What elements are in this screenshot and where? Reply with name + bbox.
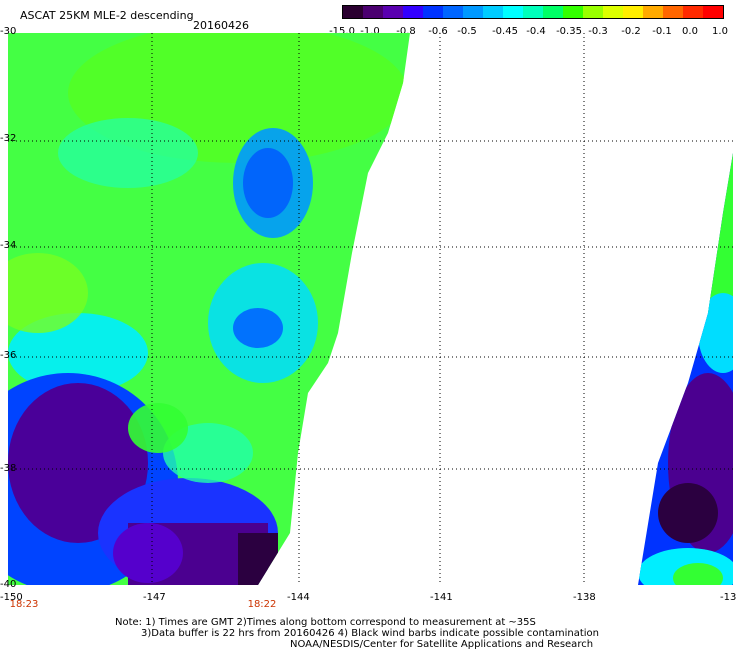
- color-scale-segment: [703, 6, 723, 18]
- color-scale-segment: [343, 6, 363, 18]
- color-scale-segment: [663, 6, 683, 18]
- color-scale-segment: [443, 6, 463, 18]
- time-label-right: 18:22: [247, 599, 277, 610]
- right-swath: [638, 153, 733, 585]
- color-scale-segment: [683, 6, 703, 18]
- lat-label-30: -30: [0, 26, 17, 37]
- color-scale-segment: [603, 6, 623, 18]
- lon-label-13: -13: [720, 592, 737, 603]
- lat-label-36: -36: [0, 350, 17, 361]
- color-scale-label: -1.0: [360, 26, 380, 37]
- color-scale-segment: [623, 6, 643, 18]
- color-scale-label: -0.1: [652, 26, 672, 37]
- color-scale-segment: [503, 6, 523, 18]
- note-line-3: NOAA/NESDIS/Center for Satellite Applica…: [290, 639, 594, 650]
- color-scale-segment: [403, 6, 423, 18]
- lon-label-144: -144: [287, 592, 310, 603]
- color-scale-label: -0.6: [428, 26, 448, 37]
- note-line-2: 3)Data buffer is 22 hrs from 20160426 4)…: [141, 628, 599, 639]
- color-scale-bar: [342, 5, 724, 19]
- color-scale-segment: [363, 6, 383, 18]
- color-scale-segment: [643, 6, 663, 18]
- color-scale-segment: [423, 6, 443, 18]
- time-label-left: 18:23: [9, 599, 39, 610]
- swath-map: [8, 33, 733, 585]
- lon-label-147: -147: [143, 592, 166, 603]
- color-scale-label: 0.0: [682, 26, 698, 37]
- color-scale-label: -0.5: [457, 26, 477, 37]
- color-scale-segment: [583, 6, 603, 18]
- lat-label-32: -32: [0, 133, 17, 144]
- color-scale-segment: [383, 6, 403, 18]
- note-line-1: Note: 1) Times are GMT 2)Times along bot…: [115, 617, 536, 628]
- color-scale-segment: [563, 6, 583, 18]
- color-scale-label: -0.3: [588, 26, 608, 37]
- color-scale-label: -0.4: [526, 26, 546, 37]
- color-scale-label: 1.0: [712, 26, 728, 37]
- color-scale-label: -0.8: [396, 26, 416, 37]
- map-title: ASCAT 25KM MLE-2 descending: [20, 9, 194, 22]
- color-scale-segment: [483, 6, 503, 18]
- lon-label-138: -138: [573, 592, 596, 603]
- color-scale-label: -15.0: [329, 26, 355, 37]
- color-scale-segment: [523, 6, 543, 18]
- color-scale-label: -0.45: [492, 26, 518, 37]
- map-date: 20160426: [193, 19, 249, 32]
- color-scale-segment: [463, 6, 483, 18]
- left-swath: [8, 33, 410, 585]
- lat-label-40: -40: [0, 579, 17, 590]
- lat-label-38: -38: [0, 463, 17, 474]
- lon-label-150: -150: [0, 592, 23, 603]
- grid-lines: [8, 33, 733, 585]
- color-scale-label: -0.2: [621, 26, 641, 37]
- lat-label-34: -34: [0, 240, 17, 251]
- color-scale-segment: [543, 6, 563, 18]
- lon-label-141: -141: [430, 592, 453, 603]
- color-scale-label: -0.35: [556, 26, 582, 37]
